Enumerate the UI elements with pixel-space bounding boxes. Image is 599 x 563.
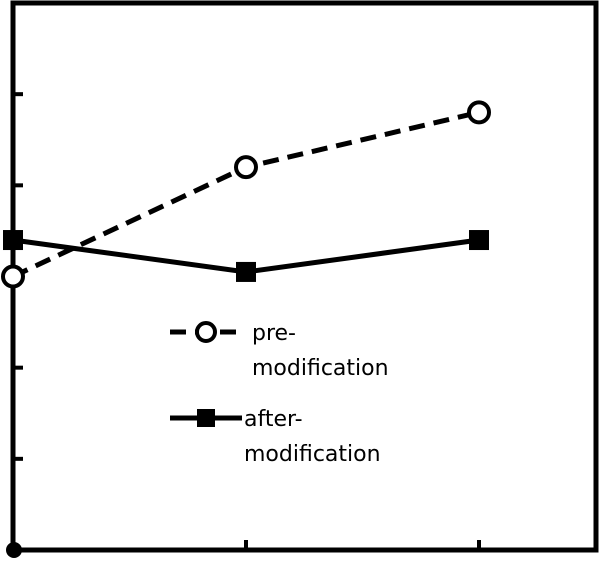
legend-label-pre-modification-line-2: modification bbox=[252, 356, 389, 381]
data-point-after-modification bbox=[469, 230, 489, 251]
legend-marker-pre-modification bbox=[195, 321, 217, 343]
legend-label-after-modification-line-1: after- bbox=[244, 407, 303, 432]
data-point-pre-modification bbox=[234, 155, 258, 180]
data-point-pre-modification bbox=[467, 100, 491, 125]
legend-marker-after-modification bbox=[197, 409, 215, 427]
origin-dot bbox=[6, 542, 22, 558]
data-point-after-modification bbox=[3, 230, 23, 251]
legend-label-after-modification-line-2: modification bbox=[244, 442, 381, 467]
legend: pre- modification after- modification bbox=[170, 321, 389, 467]
data-point-after-modification bbox=[236, 261, 256, 282]
plot-frame bbox=[10, 0, 599, 553]
legend-label-pre-modification-line-1: pre- bbox=[252, 321, 296, 346]
data-point-pre-modification bbox=[1, 264, 25, 289]
